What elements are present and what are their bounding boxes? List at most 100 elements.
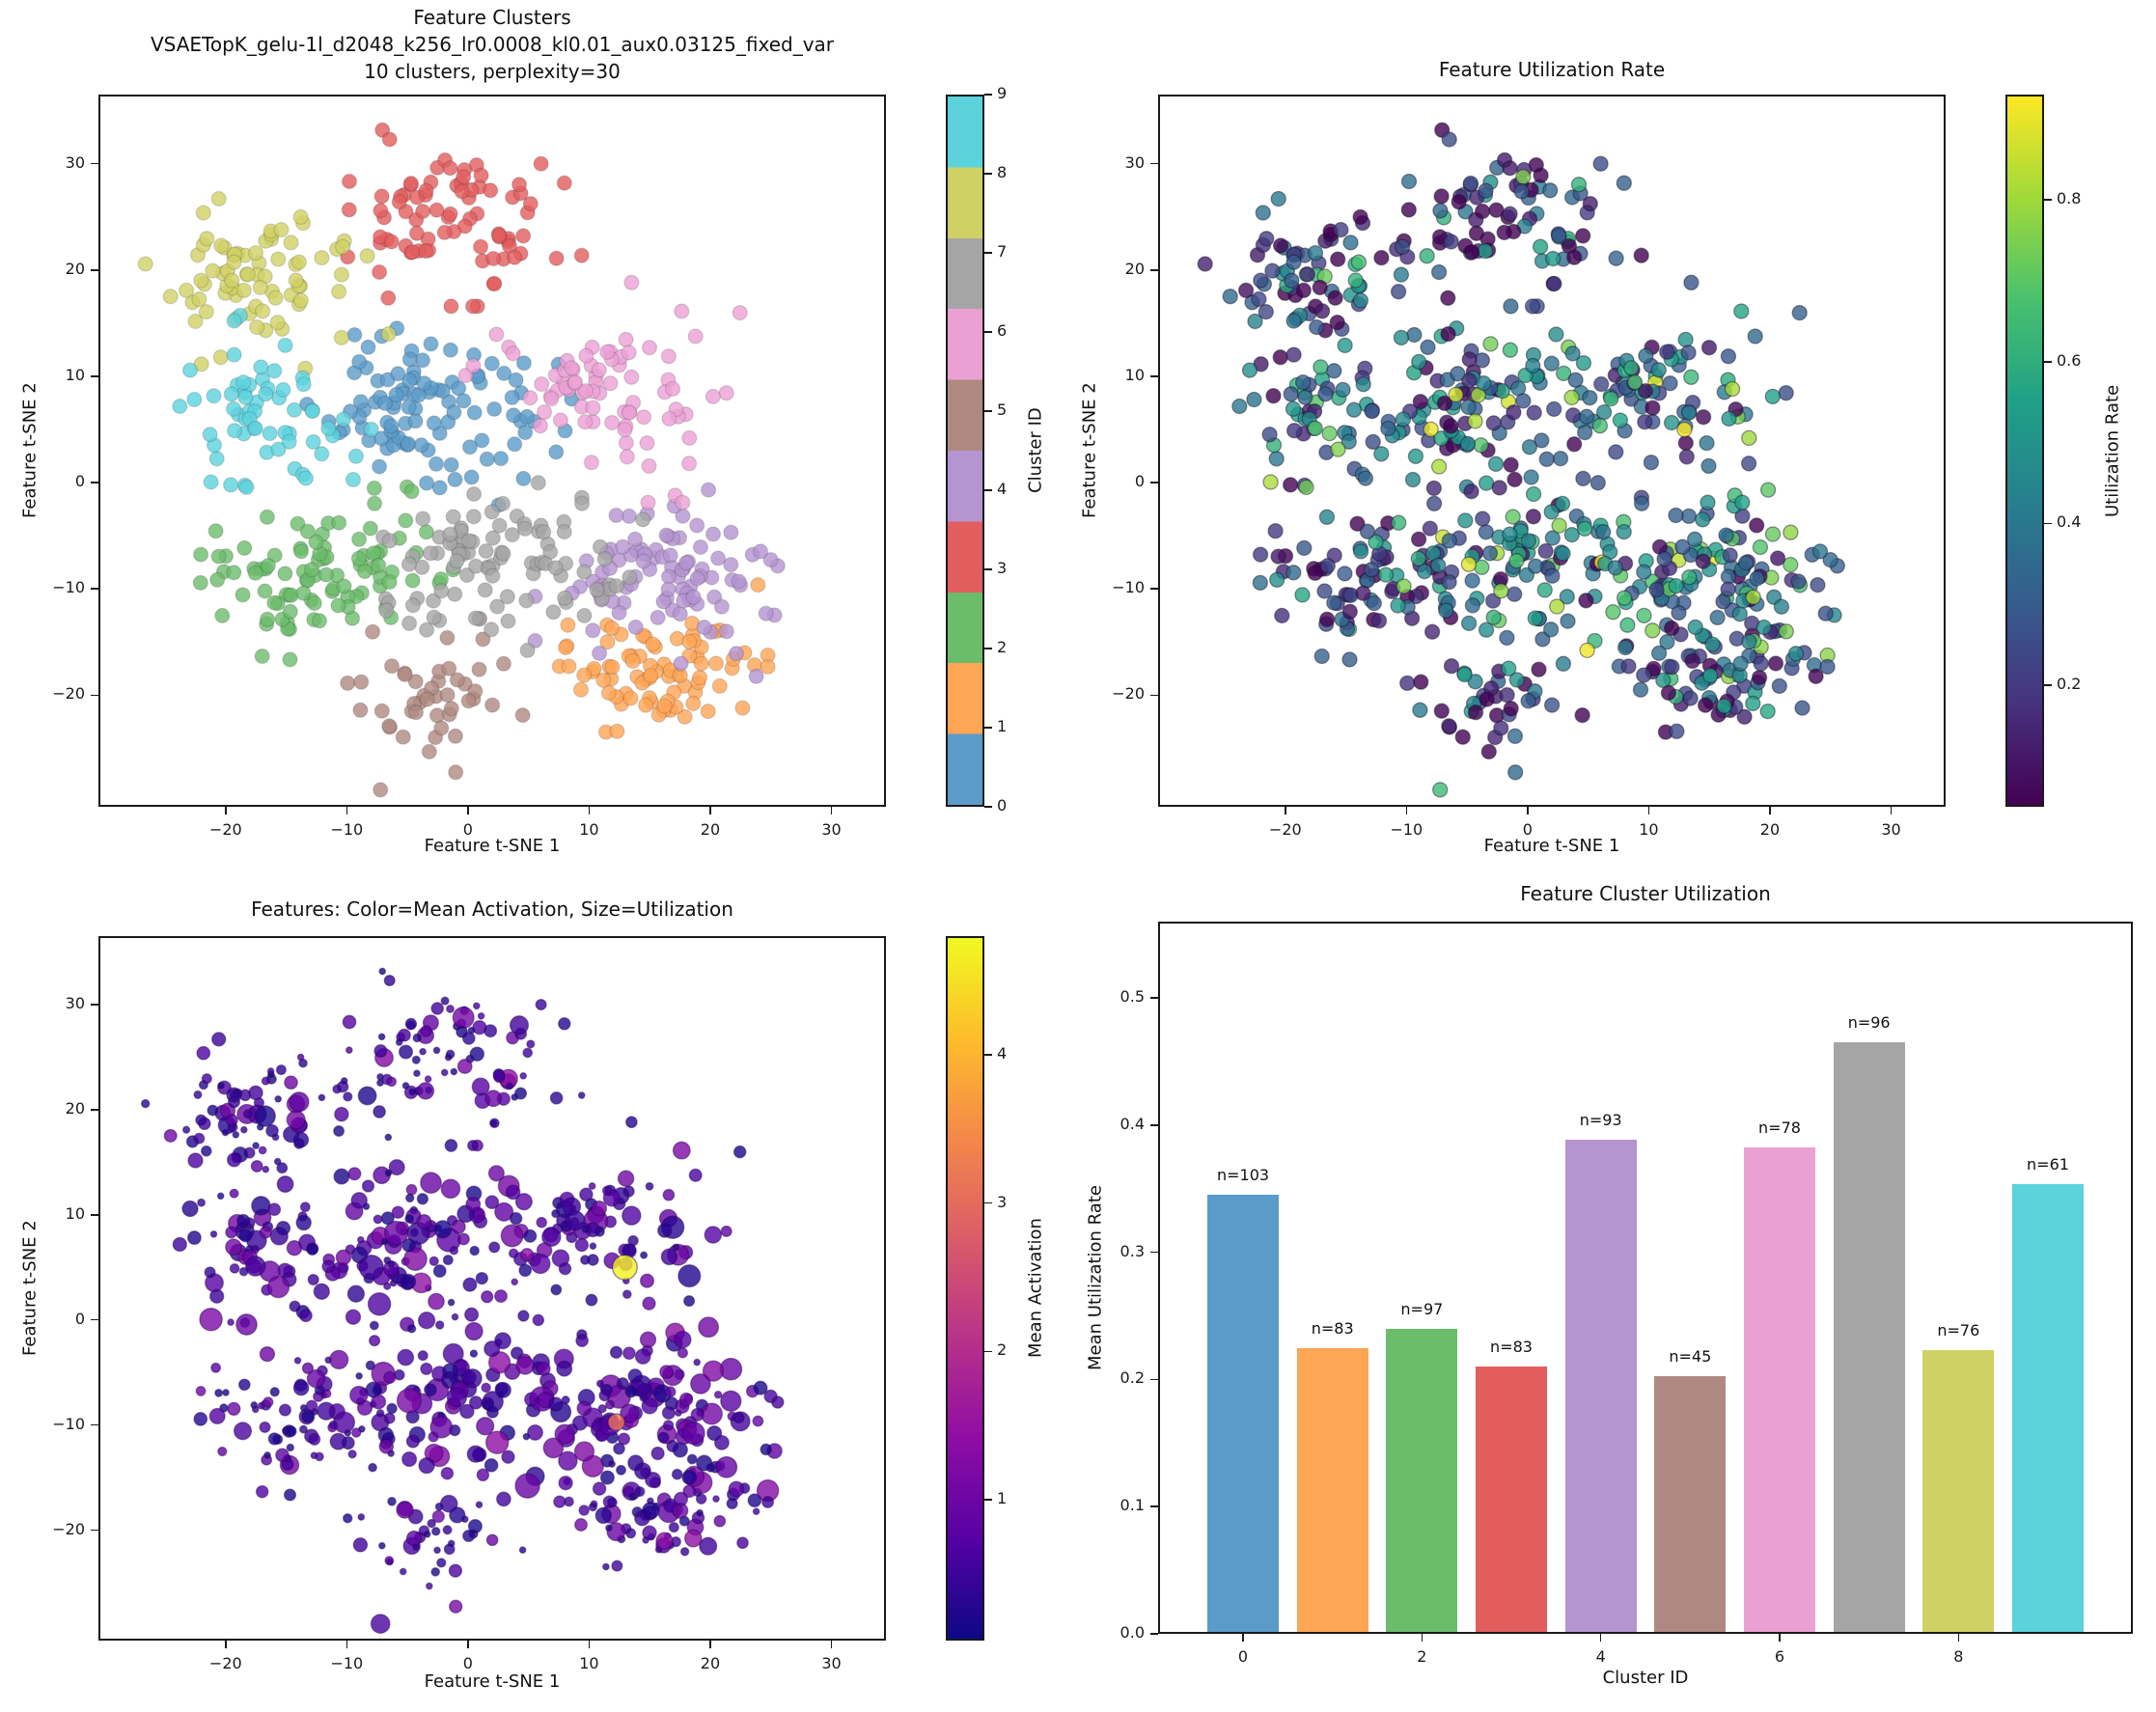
scatter-point [1440,290,1456,306]
scatter-point [350,531,368,547]
scatter-point [1329,314,1345,331]
bar-count-label: n=83 [1311,1318,1354,1338]
scatter-point [442,1525,453,1535]
scatter-point [458,566,476,584]
scatter-point [371,263,388,281]
scatter-point [1326,547,1342,564]
scatter-point [1724,380,1741,398]
scatter-point [471,661,487,677]
scatter-point [1441,573,1457,591]
scatter-point [1546,275,1562,292]
scatter-point [387,1259,396,1268]
scatter-point [732,304,748,321]
scatter-point [478,542,494,560]
scatter-point [267,1432,281,1446]
y-tick-label: 30 [1124,152,1145,172]
scatter-point [650,1446,665,1461]
colorbar-tick-mark [984,1350,992,1353]
scatter-point [547,560,564,576]
scatter-point [475,631,491,648]
scatter-point [336,1080,349,1093]
scatter-point [1395,411,1412,428]
scatter-point [1767,655,1784,672]
scatter-point [1617,639,1634,656]
scatter-point [1450,366,1466,382]
scatter-point [1686,531,1703,547]
scatter-point [496,1491,511,1507]
scatter-point [259,1421,271,1433]
scatter-point [1537,542,1554,560]
scatter-point [405,1434,421,1449]
scatter-point [456,1059,473,1074]
scatter-point [1513,183,1530,200]
scatter-point [713,1434,730,1450]
scatter-point [285,1425,297,1437]
scatter-point [1441,718,1457,734]
scatter-point [1737,555,1755,571]
scatter-point [1464,244,1480,261]
scatter-point [306,594,322,612]
scatter-point [446,1004,455,1013]
scatter-point [163,1128,178,1143]
scatter-point [424,1075,432,1083]
scatter-point [1659,344,1675,360]
scatter-point [625,1528,637,1539]
scatter-point [442,160,458,177]
scatter-point [226,346,242,363]
scatter-point [259,1226,272,1239]
scatter-point [1457,512,1474,529]
scatter-point [281,433,297,450]
scatter-point [709,550,727,566]
scatter-point [1345,401,1363,418]
scatter-point [418,1456,435,1475]
scatter-point [550,1284,563,1296]
scatter-point [715,1455,738,1478]
scatter-point [1438,602,1454,619]
scatter-point [1603,390,1619,407]
scatter-point [1285,346,1302,363]
scatter-point [1474,203,1491,220]
scatter-point [599,344,616,360]
scatter-point [378,1439,395,1454]
scatter-point [556,1360,573,1377]
scatter-point [1662,375,1678,392]
scatter-point [476,1417,495,1436]
scatter-point [226,254,242,270]
scatter-point [227,1318,235,1326]
scatter-point [641,1397,658,1415]
bar-count-label: n=97 [1400,1299,1444,1318]
scatter-point [615,538,631,555]
scatter-point [650,609,666,626]
scatter-point [433,583,450,599]
scatter-point [330,284,347,300]
scatter-point [616,1464,626,1476]
y-tick-mark [1150,1505,1158,1507]
scatter-point [1592,155,1609,172]
bar-cluster-1 [1296,1347,1368,1632]
scatter-point [1637,414,1653,430]
scatter-point [747,1493,762,1508]
scatter-point [381,131,398,148]
scatter-point [1709,609,1726,626]
scatter-point [645,636,661,652]
scatter-point [1616,523,1632,540]
scatter-point [233,1422,253,1441]
y-tick-mark [91,588,98,590]
colorbar-tick-mark [984,410,992,412]
colorbar-tick-label: 2 [997,1340,1008,1360]
scatter-point [1474,559,1490,575]
scatter-point [290,515,306,532]
scatter-point [595,1379,604,1388]
scatter-point [1253,356,1269,373]
scatter-point [552,412,569,428]
scatter-point [494,1289,508,1304]
scatter-point [259,509,276,525]
scatter-point [440,1068,449,1077]
scatter-point [488,326,505,343]
scatter-point [551,1249,570,1268]
scatter-point [1682,690,1699,706]
scatter-point [1733,303,1750,319]
scatter-point [640,494,656,511]
scatter-point [1521,439,1538,456]
